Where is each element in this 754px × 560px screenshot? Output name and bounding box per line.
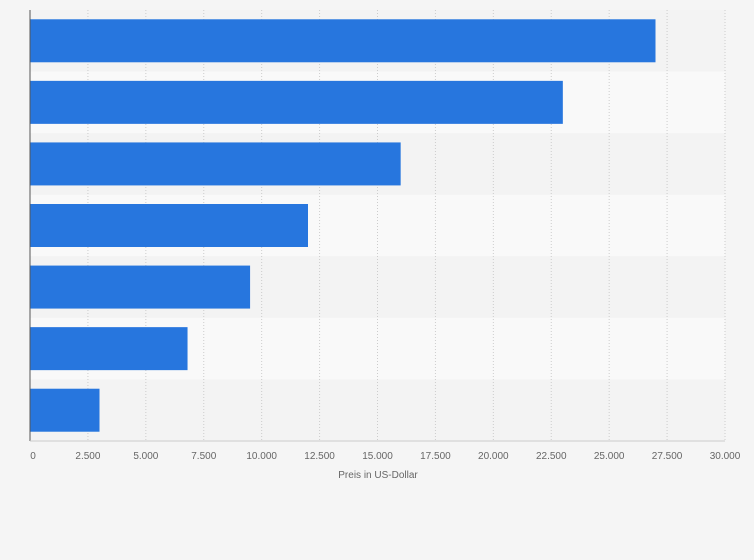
bar	[30, 265, 251, 309]
bar	[30, 327, 188, 371]
bar	[30, 204, 308, 247]
x-tick-label: 27.500	[652, 451, 683, 462]
bar	[30, 80, 563, 124]
bar	[30, 388, 100, 432]
axes	[29, 10, 725, 442]
x-tick-label: 20.000	[478, 451, 509, 462]
x-tick-label: 17.500	[420, 451, 451, 462]
x-tick-label: 15.000	[362, 451, 393, 462]
x-tick-label: 5.000	[133, 451, 158, 462]
x-tick-label: 0	[30, 451, 36, 462]
x-tick-label: 22.500	[536, 451, 567, 462]
x-tick-label: 10.000	[246, 451, 277, 462]
x-tick-label: 25.000	[594, 451, 625, 462]
x-tick-label: 12.500	[304, 451, 335, 462]
x-tick-label: 2.500	[75, 451, 100, 462]
bar	[30, 19, 656, 63]
x-axis-title: Preis in US-Dollar	[338, 470, 418, 481]
x-tick-label: 7.500	[191, 451, 216, 462]
bars	[30, 19, 656, 432]
x-tick-label: 30.000	[710, 451, 741, 462]
x-tick-labels: 0 2.500 5.000 7.500 10.000 12.500 15.000 17.500…	[30, 451, 741, 462]
bar	[30, 142, 401, 186]
